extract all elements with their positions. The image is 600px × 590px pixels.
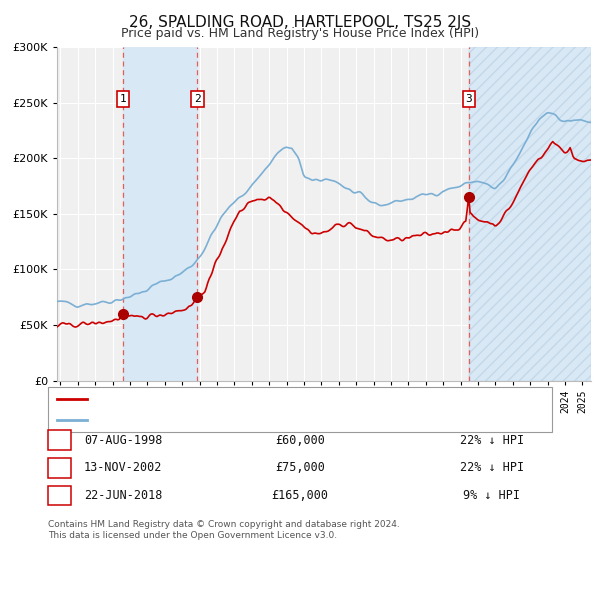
Text: 9% ↓ HPI: 9% ↓ HPI [463,489,521,502]
Bar [469,47,591,381]
Text: 3: 3 [466,94,472,104]
Text: 2: 2 [56,461,63,474]
Text: 1: 1 [56,434,63,447]
Text: 22-JUN-2018: 22-JUN-2018 [84,489,163,502]
Text: 13-NOV-2002: 13-NOV-2002 [84,461,163,474]
Text: 22% ↓ HPI: 22% ↓ HPI [460,434,524,447]
Text: Price paid vs. HM Land Registry's House Price Index (HPI): Price paid vs. HM Land Registry's House … [121,27,479,40]
Text: HPI: Average price, detached house, Hartlepool: HPI: Average price, detached house, Hart… [92,415,351,425]
Text: £165,000: £165,000 [271,489,329,502]
Text: 2: 2 [194,94,201,104]
Text: £60,000: £60,000 [275,434,325,447]
Text: 26, SPALDING ROAD, HARTLEPOOL, TS25 2JS (detached house): 26, SPALDING ROAD, HARTLEPOOL, TS25 2JS … [92,394,436,404]
Bar [469,47,591,381]
Text: 07-AUG-1998: 07-AUG-1998 [84,434,163,447]
Text: 1: 1 [119,94,126,104]
Text: 3: 3 [56,489,63,502]
Text: £75,000: £75,000 [275,461,325,474]
Text: Contains HM Land Registry data © Crown copyright and database right 2024.
This d: Contains HM Land Registry data © Crown c… [48,520,400,540]
Text: 26, SPALDING ROAD, HARTLEPOOL, TS25 2JS: 26, SPALDING ROAD, HARTLEPOOL, TS25 2JS [129,15,471,30]
Bar [123,47,197,381]
Text: 22% ↓ HPI: 22% ↓ HPI [460,461,524,474]
